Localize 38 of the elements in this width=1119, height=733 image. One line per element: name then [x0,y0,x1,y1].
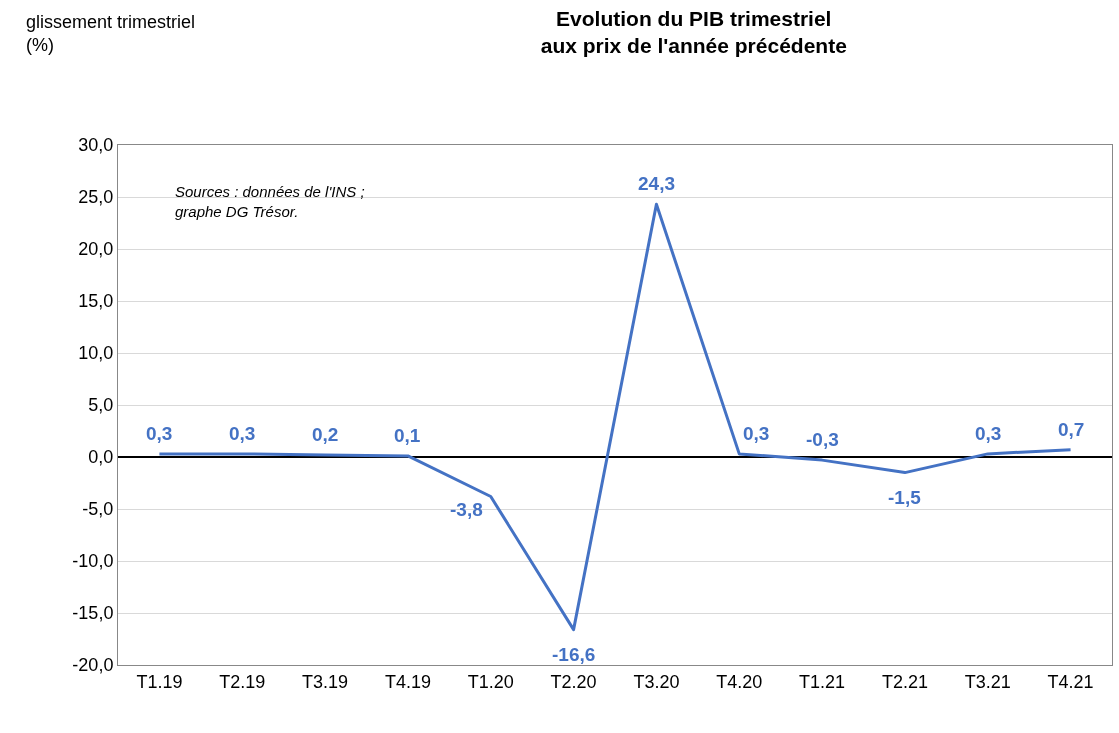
x-tick-label: T2.19 [219,671,266,692]
x-tick-label: T1.21 [799,671,846,692]
y-tick-label: -15,0 [72,603,114,624]
x-tick-label: T3.20 [633,671,680,692]
x-tick-label: T1.19 [136,671,183,692]
y-tick-label: 15,0 [78,291,114,312]
data-label: 0,3 [975,423,1002,444]
y-tick-label: 5,0 [88,395,114,416]
y-tick-label: -10,0 [72,551,114,572]
y-tick-label: 0,0 [88,447,114,468]
x-tick-label: T3.19 [302,671,349,692]
y-tick-label: 10,0 [78,343,114,364]
y-tick-label: 20,0 [78,239,114,260]
x-tick-label: T2.21 [881,671,928,692]
data-label: 0,1 [394,425,421,446]
data-label: 0,3 [146,423,173,444]
annotation: Sources : données de l'INS ; graphe DG Trésor. [175,183,365,220]
y-tick-label: -20,0 [72,655,114,676]
data-label: 0,7 [1058,419,1085,440]
x-tick-label: T3.21 [964,671,1011,692]
data-label: 24,3 [638,173,675,194]
y-tick-label: 25,0 [78,187,114,208]
x-tick-label: T4.20 [716,671,763,692]
x-tick-label: T1.20 [467,671,514,692]
data-label: -0,3 [806,429,839,450]
data-label: 0,3 [743,423,770,444]
y-tick-label: 30,0 [78,135,114,156]
chart-title: Evolution du PIB trimestriel aux prix de l'année précédente [540,6,847,57]
data-label: -16,6 [552,644,596,665]
x-tick-label: T4.21 [1047,671,1094,692]
data-label: -3,8 [450,499,483,520]
y-tick-label: -5,0 [82,499,114,520]
x-tick-label: T4.19 [384,671,431,692]
data-label: -1,5 [888,487,922,508]
y-axis-title: glissement trimestriel (%) [26,12,196,56]
data-label: 0,3 [229,423,256,444]
x-tick-label: T2.20 [550,671,597,692]
data-label: 0,2 [312,424,339,445]
